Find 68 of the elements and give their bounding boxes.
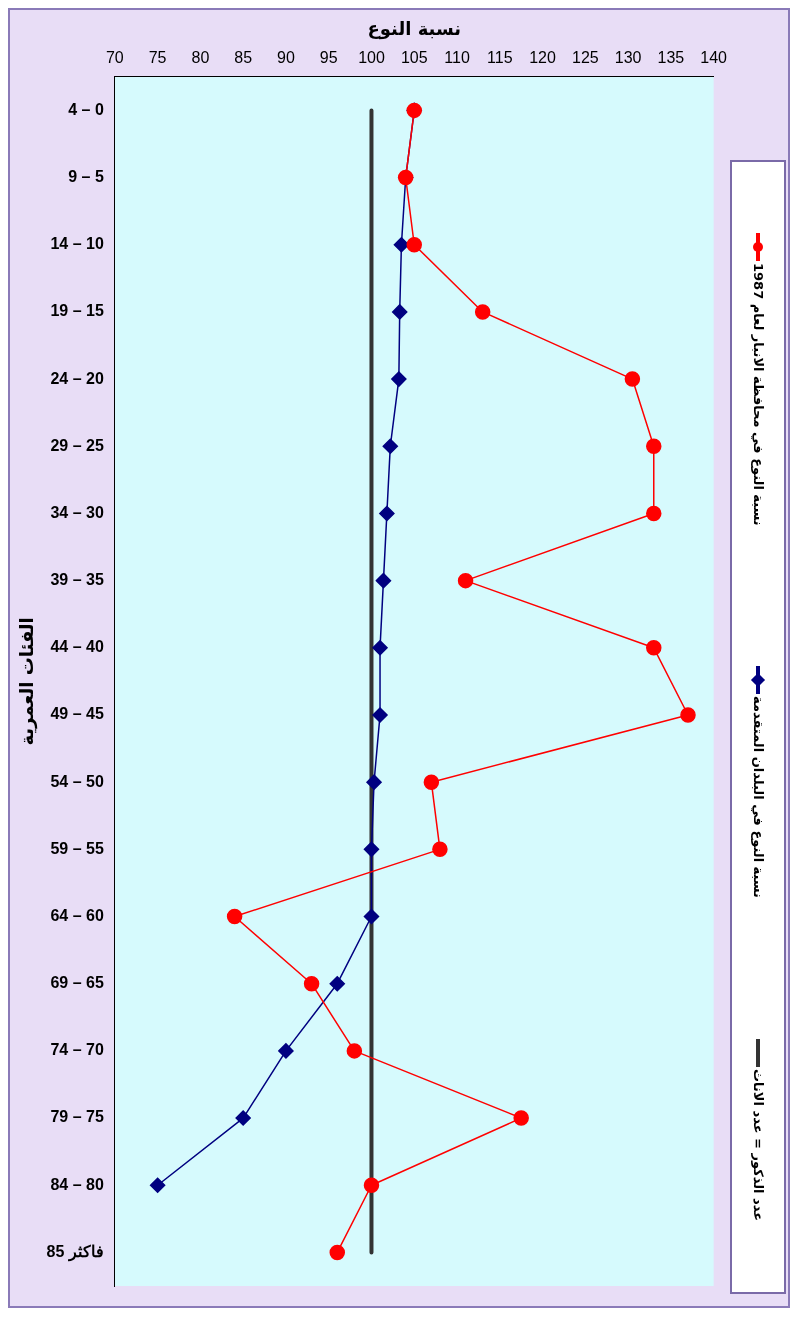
- legend-label: نسبة النوع في البلدان المتقدمة: [750, 696, 766, 899]
- x-tick-label: 115: [487, 48, 513, 66]
- point: [329, 975, 346, 992]
- point: [382, 438, 399, 455]
- point: [363, 841, 380, 858]
- point: [278, 1043, 294, 1059]
- point: [391, 371, 407, 387]
- y-tick-label: 49 – 45: [50, 705, 104, 723]
- x-tick-label: 90: [277, 48, 295, 66]
- point: [372, 707, 388, 723]
- y-tick-label: 44 – 40: [50, 638, 104, 656]
- x-tick-label: 80: [191, 48, 210, 66]
- point: [624, 371, 641, 387]
- point: [457, 572, 474, 589]
- y-axis-title: الفئات العمرية: [16, 617, 39, 746]
- x-tick-label: 75: [148, 48, 167, 66]
- y-tick-label: 34 – 30: [50, 503, 104, 521]
- x-tick-label: 120: [529, 48, 557, 66]
- point: [680, 707, 696, 723]
- point: [646, 438, 662, 455]
- y-tick-label: 79 – 75: [50, 1108, 104, 1126]
- point: [149, 1177, 166, 1193]
- point: [363, 908, 380, 925]
- point: [372, 640, 388, 656]
- x-tick-label: 135: [657, 48, 685, 66]
- x-tick-label: 100: [358, 48, 385, 66]
- y-tick-label: 19 – 15: [50, 302, 104, 320]
- x-tick-label: 85: [234, 48, 253, 66]
- x-tick-label: 110: [444, 48, 470, 66]
- y-tick-label: 14 – 10: [50, 235, 104, 253]
- point: [329, 1244, 346, 1261]
- point: [423, 774, 440, 790]
- x-tick-label: 95: [319, 48, 338, 66]
- y-tick-label: 84 – 80: [50, 1175, 104, 1193]
- x-tick-label: 140: [700, 48, 728, 66]
- legend-label: عدد الذكور = عدد الاناث: [750, 1069, 766, 1222]
- point: [366, 774, 382, 790]
- point: [406, 236, 422, 253]
- y-tick-label: 69 – 65: [50, 974, 104, 992]
- y-tick-label: 24 – 20: [50, 369, 104, 387]
- y-tick-label: 54 – 50: [50, 772, 104, 790]
- x-tick-label: 70: [105, 48, 124, 66]
- point: [432, 841, 448, 858]
- y-tick-label: 74 – 70: [50, 1041, 104, 1059]
- y-tick-label: 9 – 5: [68, 167, 104, 185]
- point: [235, 1110, 251, 1126]
- y-tick-label: 4 – 0: [68, 100, 104, 118]
- x-tick-label: 125: [571, 48, 599, 66]
- point: [303, 975, 320, 992]
- y-tick-label: 29 – 25: [50, 436, 104, 454]
- legend-label: نسبة النوع في محافظة الانبار لعام 1987: [750, 262, 766, 526]
- point: [346, 1043, 363, 1059]
- x-axis-title: نسبة النوع: [367, 18, 461, 41]
- point: [646, 640, 662, 656]
- y-tick-label: 64 – 60: [50, 906, 104, 924]
- y-tick-label: 85 فاكثر: [46, 1242, 104, 1262]
- point: [513, 1110, 529, 1126]
- point: [646, 505, 662, 522]
- y-tick-label: 39 – 35: [50, 571, 104, 589]
- y-tick-label: 59 – 55: [50, 839, 104, 857]
- x-tick-label: 105: [400, 48, 428, 66]
- point: [375, 572, 392, 589]
- point: [474, 304, 491, 320]
- point: [391, 304, 408, 320]
- point: [363, 1177, 380, 1193]
- point: [226, 908, 243, 925]
- x-tick-label: 130: [614, 48, 642, 66]
- point: [379, 505, 395, 522]
